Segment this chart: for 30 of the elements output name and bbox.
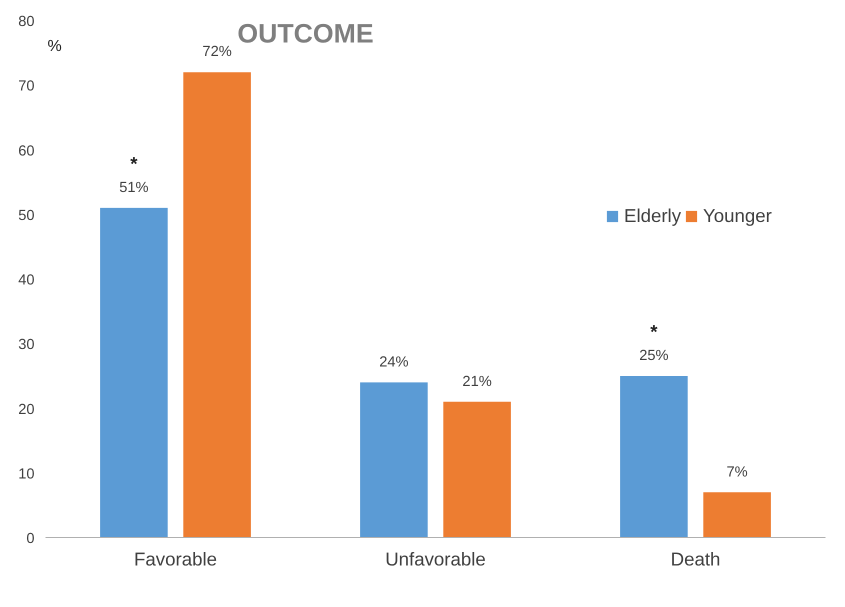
y-tick-label: 20: [18, 402, 35, 418]
bar: [183, 72, 251, 538]
y-tick-label: 30: [18, 337, 35, 354]
bar: [703, 492, 771, 538]
bar: [443, 402, 511, 538]
x-tick-label: Unfavorable: [385, 548, 486, 570]
bar: [620, 376, 688, 538]
legend-label: Elderly: [624, 205, 682, 227]
y-tick-label: 40: [18, 272, 35, 288]
y-tick-label: 0: [26, 531, 35, 547]
data-label: 21%: [462, 374, 492, 390]
x-tick-label: Favorable: [134, 548, 217, 570]
y-axis-title: %: [48, 38, 62, 55]
legend-label: Younger: [703, 205, 772, 227]
data-label: 51%: [119, 180, 149, 196]
y-tick-label: 50: [18, 208, 35, 224]
data-label: 72%: [202, 44, 232, 60]
y-tick-label: 70: [18, 78, 35, 95]
y-tick-label: 60: [18, 143, 35, 160]
bar: [360, 382, 428, 538]
annotation: *: [130, 152, 138, 174]
y-tick-label: 80: [18, 14, 35, 30]
bar: [100, 208, 168, 538]
annotation: *: [650, 320, 658, 342]
data-label: 7%: [726, 464, 748, 480]
y-tick-label: 10: [18, 466, 35, 482]
data-label: 25%: [639, 348, 669, 364]
chart-title: OUTCOME: [237, 18, 374, 48]
x-tick-label: Death: [670, 548, 720, 570]
data-label: 24%: [379, 354, 409, 370]
